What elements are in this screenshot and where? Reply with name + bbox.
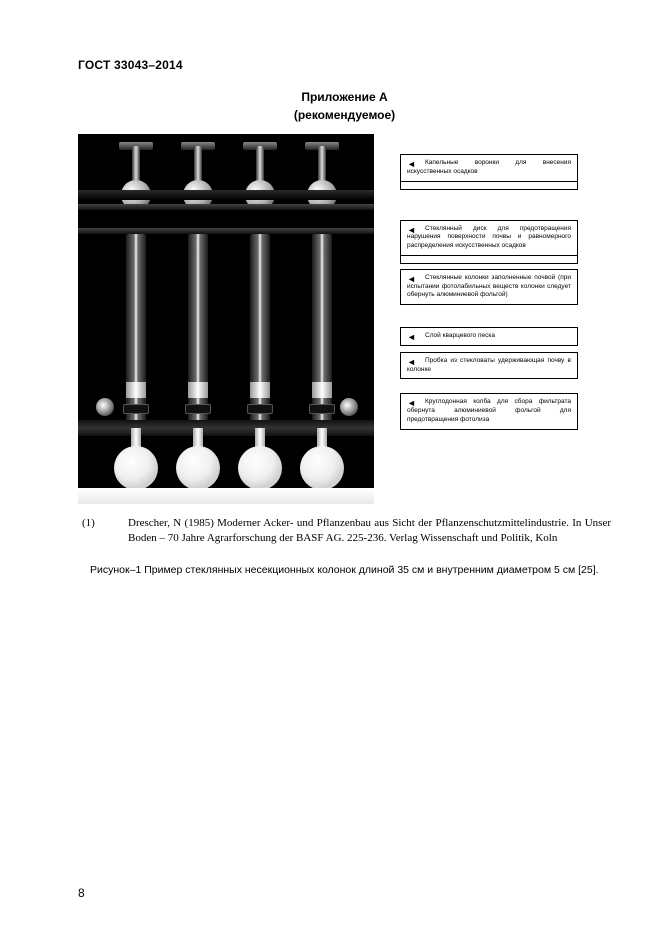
callout-label: ◄Пробка из стекловаты удерживающая почву… <box>400 352 578 380</box>
arrow-left-icon: ◄ <box>407 275 416 284</box>
apparatus-photo <box>78 134 374 504</box>
callout-text: Круглодонная колба для сбора фильтрата о… <box>407 398 571 424</box>
appendix-title: Приложение А <box>135 90 555 104</box>
arrow-left-icon: ◄ <box>407 399 416 408</box>
arrow-left-icon: ◄ <box>407 226 416 235</box>
callout-label: ◄Круглодонная колба для сбора фильтрата … <box>400 393 578 429</box>
callout-text: Слой кварцевого песка <box>407 332 571 341</box>
callout-text: Пробка из стекловаты удерживающая почву … <box>407 357 571 375</box>
labels-column: ◄Капельные воронки для внесения искусств… <box>400 134 578 430</box>
callout-label: ◄Слой кварцевого песка <box>400 327 578 346</box>
callout-text: Стеклянный диск для предотвращения наруш… <box>407 225 571 251</box>
callout-label: ◄Стеклянный диск для предотвращения нару… <box>400 220 578 256</box>
appendix-subtitle: (рекомендуемое) <box>135 108 555 122</box>
reference-text: Drescher, N (1985) Moderner Acker- und P… <box>128 516 611 546</box>
arrow-left-icon: ◄ <box>407 160 416 169</box>
figure-row: ◄Капельные воронки для внесения искусств… <box>78 134 611 504</box>
reference-number: (1) <box>78 516 128 546</box>
callout-text: Стеклянные колонки заполненные почвой (п… <box>407 274 571 300</box>
page: ГОСТ 33043–2014 Приложение А (рекомендуе… <box>0 0 661 936</box>
callout-label: ◄Капельные воронки для внесения искусств… <box>400 154 578 182</box>
callout-spacer <box>400 182 578 190</box>
callout-text: Капельные воронки для внесения искусстве… <box>407 159 571 177</box>
page-number: 8 <box>78 886 85 900</box>
callout-label: ◄Стеклянные колонки заполненные почвой (… <box>400 269 578 305</box>
arrow-left-icon: ◄ <box>407 333 416 342</box>
arrow-left-icon: ◄ <box>407 358 416 367</box>
reference-block: (1) Drescher, N (1985) Moderner Acker- u… <box>78 516 611 546</box>
document-id: ГОСТ 33043–2014 <box>78 58 611 72</box>
figure-caption: Рисунок–1 Пример стеклянных несекционных… <box>78 564 611 576</box>
callout-spacer <box>400 256 578 264</box>
